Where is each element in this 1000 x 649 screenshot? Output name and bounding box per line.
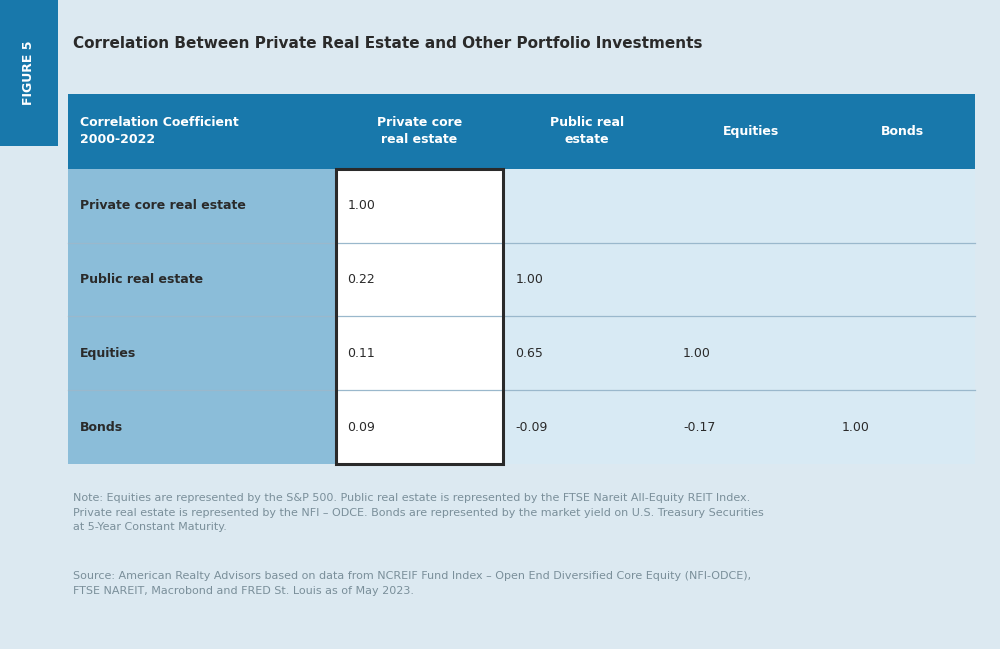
Text: Correlation Coefficient
2000-2022: Correlation Coefficient 2000-2022 <box>80 116 239 147</box>
Text: Private core real estate: Private core real estate <box>80 199 246 212</box>
Text: Note: Equities are represented by the S&P 500. Public real estate is represented: Note: Equities are represented by the S&… <box>73 493 764 532</box>
Text: Correlation Between Private Real Estate and Other Portfolio Investments: Correlation Between Private Real Estate … <box>73 36 702 51</box>
Text: Source: American Realty Advisors based on data from NCREIF Fund Index – Open End: Source: American Realty Advisors based o… <box>73 571 751 596</box>
Text: Equities: Equities <box>80 347 136 360</box>
Text: Bonds: Bonds <box>881 125 924 138</box>
Text: 0.11: 0.11 <box>348 347 375 360</box>
Text: Bonds: Bonds <box>80 421 123 434</box>
Text: Public real estate: Public real estate <box>80 273 203 286</box>
Text: 1.00: 1.00 <box>842 421 870 434</box>
Text: 0.09: 0.09 <box>348 421 375 434</box>
Text: Public real
estate: Public real estate <box>550 116 624 147</box>
Text: 1.00: 1.00 <box>515 273 543 286</box>
Text: -0.17: -0.17 <box>683 421 716 434</box>
Text: 1.00: 1.00 <box>683 347 711 360</box>
Text: 1.00: 1.00 <box>348 199 375 212</box>
Text: 0.65: 0.65 <box>515 347 543 360</box>
Text: -0.09: -0.09 <box>515 421 548 434</box>
Text: FIGURE 5: FIGURE 5 <box>22 41 36 105</box>
Text: Equities: Equities <box>722 125 779 138</box>
Text: 0.22: 0.22 <box>348 273 375 286</box>
Text: Private core
real estate: Private core real estate <box>377 116 462 147</box>
